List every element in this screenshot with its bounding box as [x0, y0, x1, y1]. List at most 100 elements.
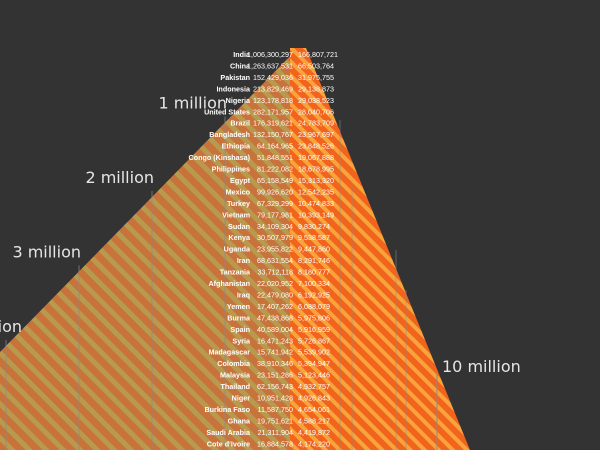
data-row: Niger 10,951,428 4,926,843 [232, 394, 330, 403]
data-row: Brazil 176,319,621 24,783,709 [230, 119, 334, 128]
row-left-value: 65,158,549 [257, 176, 293, 185]
row-country-label: Nigeria [226, 96, 251, 105]
data-row: Spain 40,589,004 5,916,959 [230, 325, 330, 334]
row-left-value: 33,712,118 [258, 268, 293, 277]
row-right-value: 19,067,888 [298, 153, 334, 162]
data-row: Indonesia 213,829,469 29,138,873 [216, 84, 334, 93]
row-right-value: 23,967,697 [298, 130, 334, 139]
row-left-value: 64,164,965 [257, 142, 293, 151]
row-left-value: 123,178,818 [253, 96, 293, 105]
data-row: Saudi Arabia 21,311,904 4,419,872 [206, 428, 330, 437]
row-right-value: 29,138,873 [298, 84, 334, 93]
row-country-label: Spain [230, 325, 250, 334]
row-country-label: Madagascar [208, 348, 250, 357]
data-row: Kenya 30,507,979 9,538,587 [228, 233, 330, 242]
row-right-value: 28,040,706 [298, 107, 334, 116]
row-right-value: 10,393,149 [298, 210, 334, 219]
data-row: Burkina Faso 11,587,750 4,654,061 [204, 405, 330, 414]
row-left-value: 47,438,868 [257, 313, 293, 322]
row-country-label: Thailand [220, 382, 250, 391]
row-country-label: Iraq [237, 290, 250, 299]
data-row: Mexico 99,926,620 12,542,235 [226, 187, 334, 196]
row-left-value: 34,109,304 [257, 222, 293, 231]
row-right-value: 4,932,757 [298, 382, 330, 391]
row-country-label: Malaysia [220, 371, 251, 380]
row-right-value: 6,088,079 [298, 302, 330, 311]
row-country-label: China [230, 61, 251, 70]
row-country-label: Colombia [217, 359, 251, 368]
row-right-value: 166,807,721 [298, 50, 338, 59]
row-left-value: 21,311,904 [258, 428, 293, 437]
row-left-value: 19,751,621 [257, 416, 293, 425]
data-row: United States 282,171,957 28,040,706 [204, 107, 334, 116]
row-country-label: Vietnam [222, 210, 250, 219]
row-country-label: Tanzania [220, 268, 251, 277]
row-country-label: Turkey [227, 199, 250, 208]
left-pyramid-area [0, 48, 298, 450]
row-country-label: Pakistan [220, 73, 250, 82]
row-right-value: 5,726,867 [298, 336, 330, 345]
row-right-value: 15,313,320 [298, 176, 334, 185]
row-left-value: 62,156,743 [257, 382, 293, 391]
row-country-label: Mexico [226, 187, 251, 196]
data-row: Turkey 67,329,299 10,474,833 [227, 199, 334, 208]
row-right-value: 4,588,217 [298, 416, 330, 425]
row-left-value: 17,407,262 [257, 302, 293, 311]
row-country-label: Yemen [227, 302, 250, 311]
row-left-value: 22,020,952 [257, 279, 293, 288]
row-country-label: Saudi Arabia [206, 428, 251, 437]
row-country-label: Cote d'Ivoire [207, 439, 250, 448]
row-right-value: 5,539,902 [298, 348, 330, 357]
row-left-value: 16,884,578 [257, 439, 293, 448]
row-right-value: 5,394,947 [298, 359, 330, 368]
data-row: Thailand 62,156,743 4,932,757 [220, 382, 330, 391]
row-right-value: 9,538,587 [298, 233, 330, 242]
row-left-value: 15,741,942 [257, 348, 293, 357]
data-row: Burma 47,438,868 5,975,806 [227, 313, 330, 322]
data-row: Malaysia 23,151,286 5,123,446 [220, 371, 330, 380]
row-left-value: 11,587,750 [258, 405, 293, 414]
row-right-value: 8,180,777 [298, 268, 330, 277]
row-left-value: 282,171,957 [253, 107, 293, 116]
data-row: Egypt 65,158,549 15,313,320 [230, 176, 334, 185]
row-country-label: Uganda [224, 245, 251, 254]
row-country-label: India [233, 50, 251, 59]
row-left-value: 16,471,243 [257, 336, 293, 345]
data-row: Sudan 34,109,304 9,830,274 [228, 222, 330, 231]
row-country-label: Brazil [230, 119, 250, 128]
row-country-label: Kenya [228, 233, 251, 242]
row-country-label: Syria [232, 336, 251, 345]
row-right-value: 66,503,764 [298, 61, 334, 70]
row-right-value: 4,654,061 [298, 405, 330, 414]
scale-label: 1 million [158, 93, 227, 112]
row-right-value: 9,447,860 [298, 245, 330, 254]
row-left-value: 38,910,346 [257, 359, 293, 368]
data-row: Syria 16,471,243 5,726,867 [232, 336, 330, 345]
row-right-value: 5,123,446 [298, 371, 330, 380]
row-right-value: 23,848,526 [298, 142, 334, 151]
row-country-label: Indonesia [216, 84, 251, 93]
data-row: Yemen 17,407,262 6,088,079 [227, 302, 330, 311]
row-left-value: 81,222,082 [257, 165, 293, 174]
right-pyramid-area [290, 48, 470, 450]
data-row: Madagascar 15,741,942 5,539,902 [208, 348, 330, 357]
row-right-value: 5,975,806 [298, 313, 330, 322]
row-right-value: 9,830,274 [298, 222, 330, 231]
data-row: Nigeria 123,178,818 29,038,523 [226, 96, 334, 105]
row-country-label: Burma [227, 313, 251, 322]
data-row: Colombia 38,910,346 5,394,947 [217, 359, 330, 368]
row-left-value: 23,151,286 [257, 371, 293, 380]
data-row: Uganda 23,955,822 9,447,860 [224, 245, 330, 254]
data-row: Ghana 19,751,621 4,588,217 [228, 416, 330, 425]
row-left-value: 22,479,080 [257, 290, 293, 299]
row-left-value: 30,507,979 [257, 233, 293, 242]
data-row: Bangladesh 132,150,767 23,967,697 [209, 130, 334, 139]
row-left-value: 23,955,822 [257, 245, 293, 254]
row-country-label: Afghanistan [208, 279, 250, 288]
data-row: Iran 68,631,554 8,291,746 [237, 256, 330, 265]
row-right-value: 7,100,334 [298, 279, 330, 288]
row-left-value: 99,926,620 [257, 187, 293, 196]
